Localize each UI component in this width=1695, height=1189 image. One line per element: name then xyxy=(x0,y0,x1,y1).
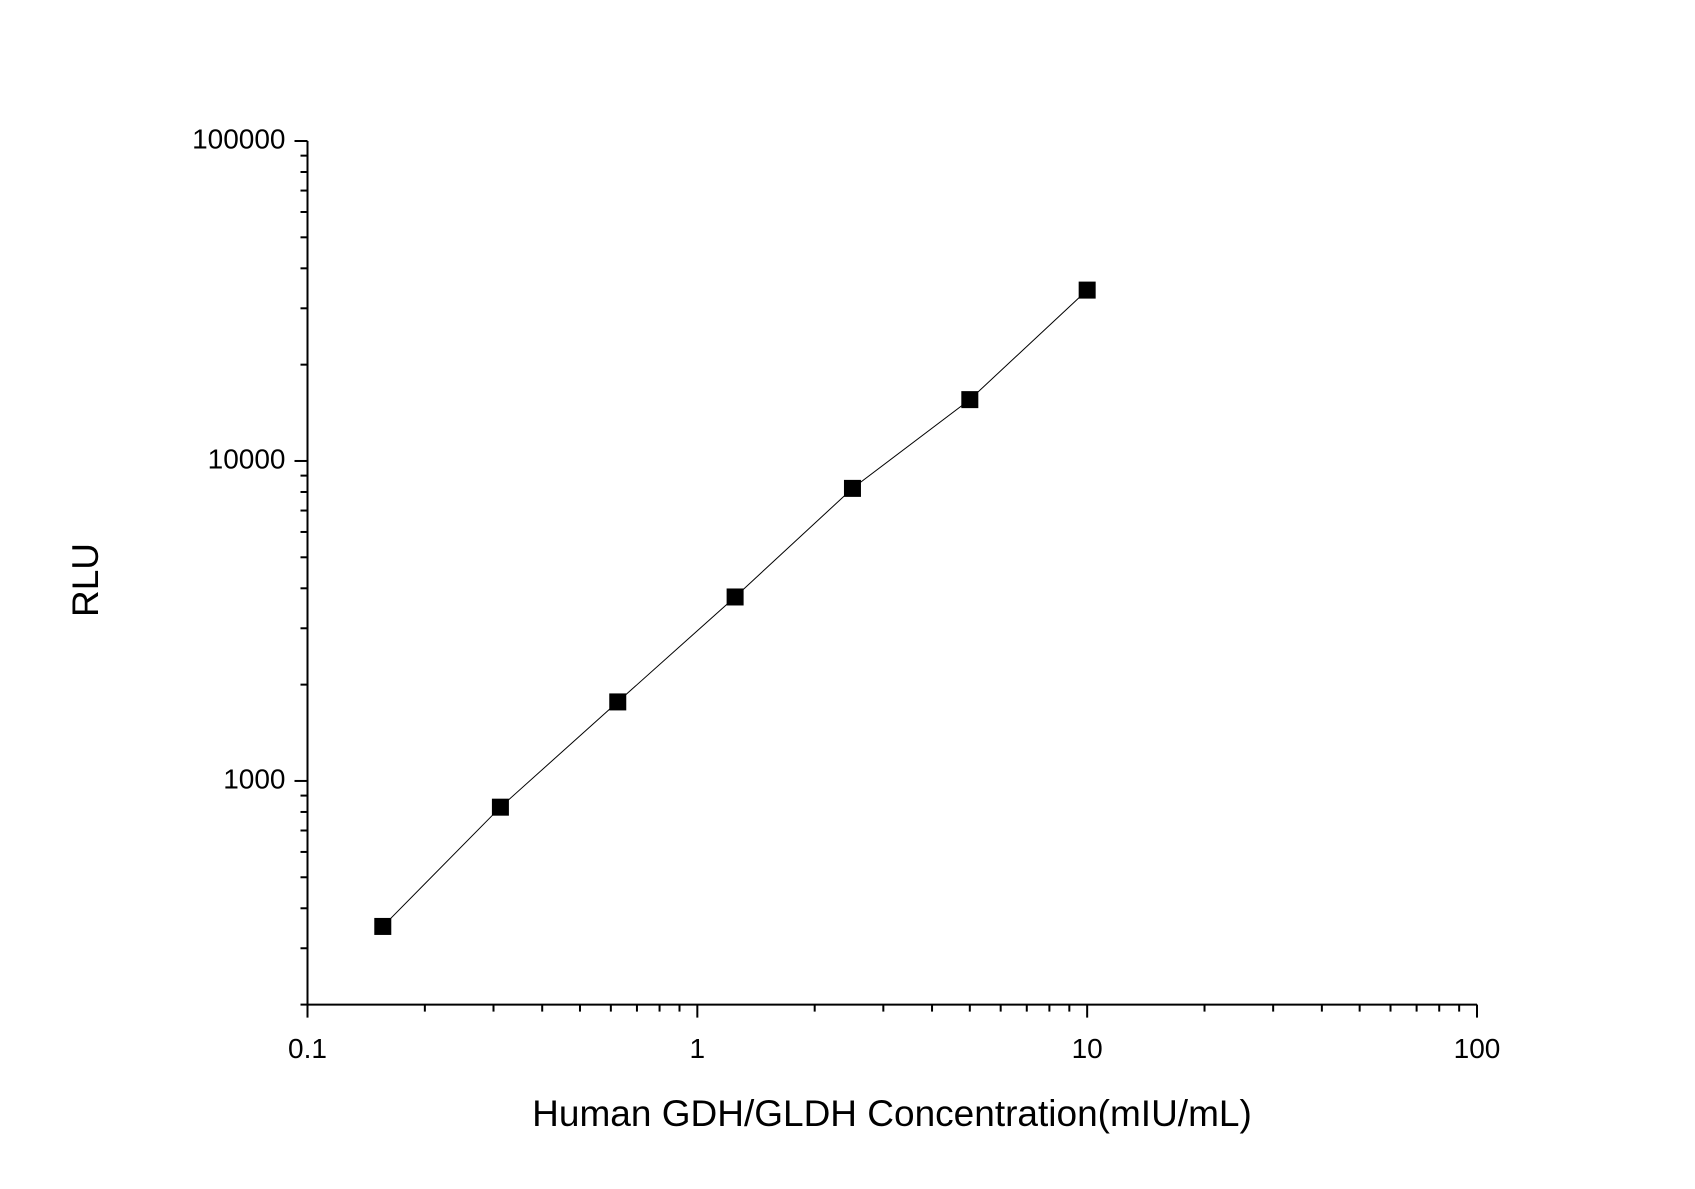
point xyxy=(609,693,627,711)
point xyxy=(1078,281,1096,299)
x-tick-label: 1 xyxy=(690,1033,706,1064)
point xyxy=(374,917,392,935)
y-tick-label: 100000 xyxy=(192,123,285,154)
x-tick-label: 0.1 xyxy=(288,1033,327,1064)
y-tick-label: 1000 xyxy=(223,763,285,794)
y-tick-label: 10000 xyxy=(208,443,286,474)
y-axis-label: RLU xyxy=(65,543,106,617)
point xyxy=(843,479,861,497)
x-tick-label: 10 xyxy=(1072,1033,1103,1064)
point xyxy=(961,391,979,409)
point xyxy=(491,798,509,816)
line xyxy=(382,289,1088,927)
x-tick-label: 100 xyxy=(1454,1033,1501,1064)
point xyxy=(726,588,744,606)
x-axis-label: Human GDH/GLDH Concentration(mIU/mL) xyxy=(532,1093,1252,1134)
